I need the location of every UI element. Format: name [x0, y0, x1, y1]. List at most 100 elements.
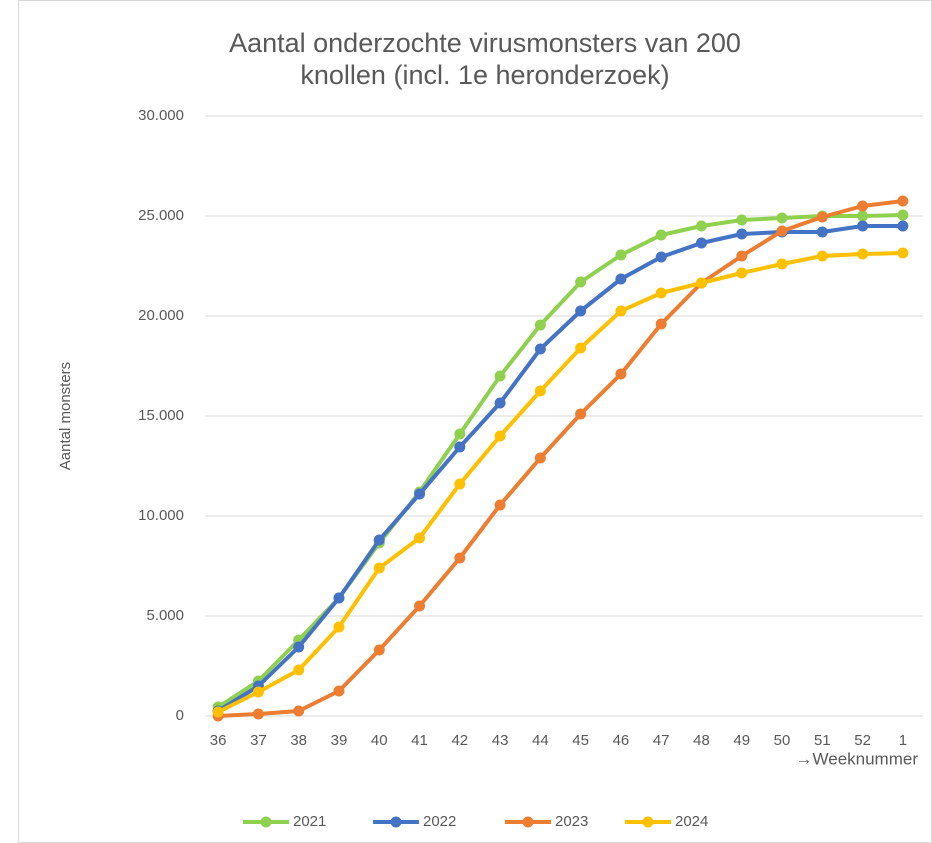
data-point — [897, 220, 909, 232]
series-line — [217, 224, 903, 713]
data-point — [655, 287, 667, 299]
data-point — [615, 368, 627, 380]
data-point — [695, 277, 707, 289]
x-tick-label: 43 — [492, 732, 509, 749]
data-point — [454, 552, 466, 564]
data-point — [293, 705, 305, 717]
x-tick-label: 52 — [854, 732, 871, 749]
data-point — [494, 370, 506, 382]
data-point — [776, 258, 788, 270]
x-tick-label: 1 — [899, 732, 907, 749]
data-point — [816, 250, 828, 262]
data-point — [534, 343, 546, 355]
y-tick-label: 15.000 — [138, 407, 184, 424]
data-point — [575, 408, 587, 420]
data-point — [534, 319, 546, 331]
x-tick-label: 40 — [371, 732, 388, 749]
data-point — [695, 237, 707, 249]
data-point — [373, 534, 385, 546]
data-point — [655, 229, 667, 241]
data-point — [494, 430, 506, 442]
legend-marker — [390, 816, 402, 828]
data-point — [816, 226, 828, 238]
x-tick-label: 51 — [814, 732, 831, 749]
data-point — [494, 499, 506, 511]
data-point — [897, 195, 909, 207]
chart-frame — [18, 0, 932, 843]
data-point — [494, 397, 506, 409]
chart-title: Aantal onderzochte virusmonsters van 200 — [229, 28, 741, 58]
data-point — [333, 592, 345, 604]
data-point — [534, 452, 546, 464]
data-point — [534, 385, 546, 397]
legend-label: 2024 — [675, 813, 708, 830]
x-tick-label: 38 — [290, 732, 307, 749]
data-point — [736, 267, 748, 279]
data-point — [857, 220, 869, 232]
data-point — [857, 200, 869, 212]
data-point — [857, 248, 869, 260]
data-point — [615, 249, 627, 261]
series-line — [217, 251, 903, 714]
x-tick-label: 48 — [693, 732, 710, 749]
data-point — [736, 250, 748, 262]
data-point — [575, 305, 587, 317]
data-point — [897, 247, 909, 259]
data-point — [816, 211, 828, 223]
y-tick-label: 5.000 — [146, 607, 184, 624]
data-point — [857, 210, 869, 222]
y-tick-label: 25.000 — [138, 207, 184, 224]
y-axis-label: Aantal monsters — [57, 362, 74, 470]
x-tick-label: 50 — [774, 732, 791, 749]
data-point — [776, 225, 788, 237]
data-point — [293, 664, 305, 676]
x-tick-label: 37 — [250, 732, 267, 749]
data-point — [252, 708, 264, 720]
series-line — [218, 199, 904, 718]
legend-label: 2023 — [555, 813, 588, 830]
x-axis-label: →Weeknummer — [796, 749, 919, 768]
legend-label: 2021 — [293, 813, 326, 830]
data-point — [252, 686, 264, 698]
y-tick-label: 20.000 — [138, 307, 184, 324]
chart-title: knollen (incl. 1e heronderzoek) — [300, 60, 669, 90]
x-tick-label: 42 — [451, 732, 468, 749]
data-point — [695, 220, 707, 232]
data-point — [615, 273, 627, 285]
data-point — [414, 532, 426, 544]
data-point — [655, 251, 667, 263]
x-tick-label: 49 — [733, 732, 750, 749]
legend-label: 2022 — [423, 813, 456, 830]
data-point — [333, 621, 345, 633]
data-point — [575, 342, 587, 354]
x-tick-label: 45 — [572, 732, 589, 749]
data-point — [736, 228, 748, 240]
legend-marker — [260, 816, 272, 828]
data-point — [373, 562, 385, 574]
data-point — [454, 428, 466, 440]
x-tick-label: 46 — [613, 732, 630, 749]
data-point — [414, 488, 426, 500]
data-point — [575, 276, 587, 288]
data-point — [615, 305, 627, 317]
y-tick-label: 30.000 — [138, 107, 184, 124]
data-point — [776, 212, 788, 224]
x-tick-label: 47 — [653, 732, 670, 749]
x-tick-label: 44 — [532, 732, 549, 749]
x-tick-label: 36 — [210, 732, 227, 749]
data-point — [293, 641, 305, 653]
y-tick-label: 10.000 — [138, 507, 184, 524]
legend-marker — [522, 816, 534, 828]
x-tick-label: 41 — [411, 732, 428, 749]
data-point — [897, 209, 909, 221]
data-point — [212, 706, 224, 718]
data-point — [414, 600, 426, 612]
data-point — [333, 685, 345, 697]
legend-marker — [642, 816, 654, 828]
y-tick-label: 0 — [176, 707, 184, 724]
data-point — [454, 478, 466, 490]
data-point — [655, 318, 667, 330]
x-tick-label: 39 — [331, 732, 348, 749]
data-point — [373, 644, 385, 656]
